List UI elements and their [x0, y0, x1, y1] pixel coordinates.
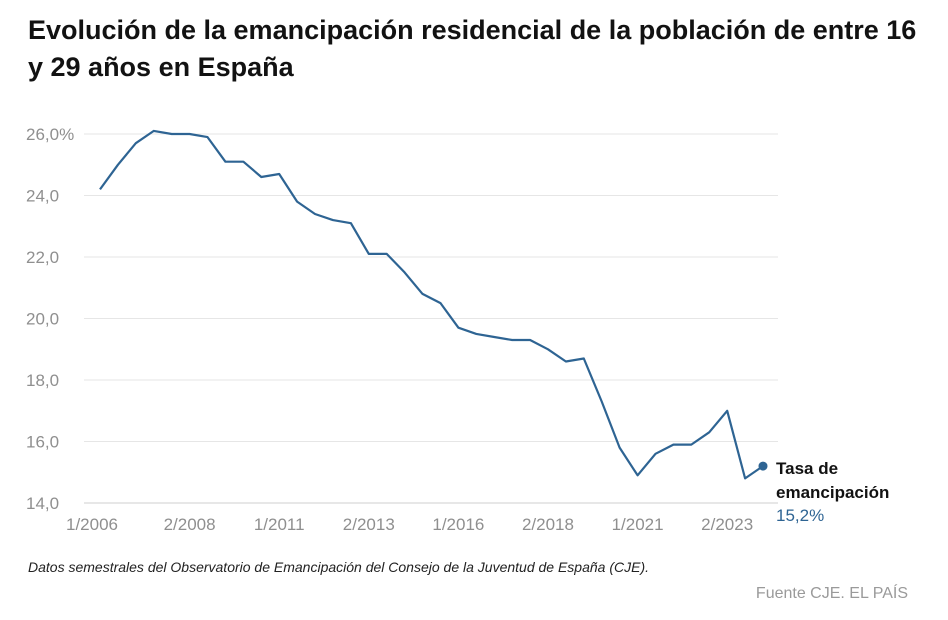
y-tick-label: 24,0 — [26, 187, 59, 206]
series-label-line2: emancipación — [776, 483, 889, 502]
x-tick-label: 1/2016 — [432, 515, 484, 534]
series-line-emancipation — [99, 129, 764, 480]
x-tick-label: 1/2006 — [66, 515, 118, 534]
y-tick-label: 18,0 — [26, 371, 59, 390]
y-tick-label: 22,0 — [26, 248, 59, 267]
x-tick-label: 1/2021 — [612, 515, 664, 534]
y-tick-label: 20,0 — [26, 310, 59, 329]
grid-lines — [84, 133, 778, 504]
x-tick-label: 2/2013 — [343, 515, 395, 534]
y-tick-label: 26,0% — [26, 125, 74, 144]
chart-title: Evolución de la emancipación residencial… — [28, 15, 917, 82]
series-label-line1: Tasa de — [776, 459, 838, 478]
y-tick-label: 16,0 — [26, 433, 59, 452]
source-credit: Fuente CJE. EL PAÍS — [755, 585, 908, 602]
x-tick-label: 2/2008 — [164, 515, 216, 534]
end-point-marker — [758, 461, 768, 471]
data-note: Datos semestrales del Observatorio de Em… — [28, 559, 649, 575]
series-end-value: 15,2% — [776, 506, 824, 525]
x-tick-label: 2/2023 — [701, 515, 753, 534]
y-tick-label: 14,0 — [26, 494, 59, 513]
x-tick-label: 2/2018 — [522, 515, 574, 534]
line-chart: 26,0% 24,0 22,0 20,0 18,0 16,0 14,0 1/2006 2/20… — [26, 125, 889, 534]
y-axis: 26,0% 24,0 22,0 20,0 18,0 16,0 14,0 — [26, 125, 74, 513]
x-axis: 1/2006 2/2008 1/2011 2/2013 1/2016 2/2018 1/20… — [66, 515, 753, 534]
x-tick-label: 1/2011 — [254, 515, 305, 534]
